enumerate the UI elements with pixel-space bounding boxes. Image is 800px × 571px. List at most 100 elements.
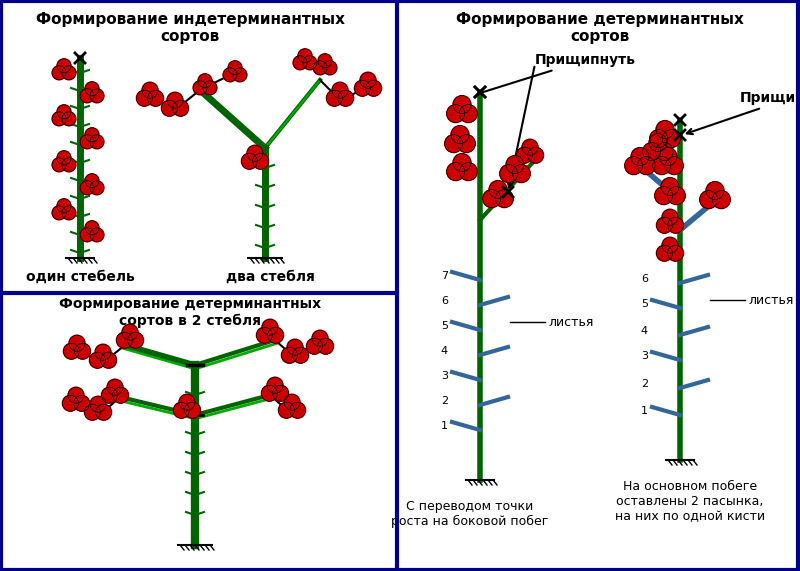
Circle shape [326, 90, 342, 106]
Text: Прищипнуть: Прищипнуть [480, 53, 636, 93]
Text: 7: 7 [441, 271, 448, 281]
Text: 2: 2 [441, 396, 448, 406]
Circle shape [287, 339, 303, 355]
Circle shape [63, 343, 79, 359]
Circle shape [625, 156, 642, 175]
Text: 5: 5 [441, 321, 448, 331]
Circle shape [459, 163, 478, 180]
Circle shape [136, 90, 152, 106]
Text: 2: 2 [641, 379, 648, 389]
Circle shape [290, 402, 306, 418]
Text: С переводом точки
роста на боковой побег: С переводом точки роста на боковой побег [391, 500, 549, 528]
Circle shape [80, 135, 94, 149]
Circle shape [85, 82, 99, 96]
Circle shape [52, 158, 66, 172]
Circle shape [517, 147, 533, 163]
Circle shape [242, 153, 258, 169]
Circle shape [80, 228, 94, 242]
Circle shape [451, 126, 469, 143]
Circle shape [52, 66, 66, 80]
Circle shape [655, 143, 674, 160]
Circle shape [712, 191, 730, 208]
Circle shape [62, 66, 76, 80]
Circle shape [706, 182, 724, 200]
Circle shape [656, 120, 674, 139]
Text: 4: 4 [441, 346, 448, 356]
Circle shape [74, 343, 90, 359]
Circle shape [332, 82, 348, 98]
Circle shape [656, 217, 673, 233]
Text: два стебля: два стебля [226, 270, 314, 284]
Circle shape [267, 327, 284, 343]
Circle shape [80, 89, 94, 103]
Circle shape [233, 68, 247, 82]
Circle shape [173, 100, 189, 116]
Circle shape [306, 338, 322, 354]
Circle shape [90, 396, 106, 412]
Text: Формирование детерминантных
сортов в 2 стебля: Формирование детерминантных сортов в 2 с… [59, 297, 321, 328]
Circle shape [313, 61, 327, 75]
Circle shape [273, 385, 289, 401]
Circle shape [122, 324, 138, 340]
Text: 4: 4 [641, 326, 648, 336]
Circle shape [278, 402, 294, 418]
Circle shape [69, 335, 85, 351]
Circle shape [57, 59, 71, 73]
Text: Формирование индетерминантных
сортов: Формирование индетерминантных сортов [35, 12, 345, 45]
Circle shape [90, 352, 106, 368]
Circle shape [90, 228, 104, 242]
Circle shape [642, 143, 661, 160]
Circle shape [667, 187, 686, 204]
Circle shape [167, 92, 183, 108]
Circle shape [90, 135, 104, 149]
Circle shape [453, 95, 471, 114]
Circle shape [459, 104, 478, 123]
Circle shape [90, 181, 104, 195]
Circle shape [293, 347, 309, 363]
Circle shape [662, 209, 678, 225]
Circle shape [256, 327, 272, 343]
Text: Прищипнуть: Прищипнуть [687, 91, 800, 134]
Text: 6: 6 [441, 296, 448, 306]
Circle shape [667, 245, 683, 261]
Circle shape [62, 112, 76, 126]
Circle shape [318, 54, 332, 68]
Circle shape [489, 180, 507, 199]
Circle shape [312, 330, 328, 346]
Circle shape [453, 154, 471, 172]
Circle shape [284, 394, 300, 410]
Circle shape [85, 128, 99, 142]
Circle shape [661, 178, 679, 196]
Circle shape [62, 395, 78, 411]
Circle shape [667, 217, 683, 233]
Circle shape [318, 338, 334, 354]
Circle shape [57, 105, 71, 119]
Text: один стебель: один стебель [26, 270, 134, 284]
Circle shape [700, 191, 718, 208]
Circle shape [656, 245, 673, 261]
Circle shape [458, 135, 475, 152]
Circle shape [338, 90, 354, 106]
Circle shape [253, 153, 269, 169]
Circle shape [659, 147, 677, 166]
Circle shape [198, 74, 212, 88]
Circle shape [74, 395, 90, 411]
Circle shape [90, 89, 104, 103]
Circle shape [68, 387, 84, 403]
Circle shape [638, 156, 655, 175]
Circle shape [500, 164, 518, 183]
Circle shape [654, 187, 673, 204]
Circle shape [52, 206, 66, 220]
Circle shape [298, 49, 312, 63]
Circle shape [107, 379, 123, 395]
Circle shape [102, 387, 118, 403]
Circle shape [85, 404, 101, 420]
Circle shape [162, 100, 178, 116]
Circle shape [267, 377, 283, 393]
Circle shape [282, 347, 298, 363]
Circle shape [446, 163, 465, 180]
Circle shape [649, 134, 667, 151]
Circle shape [128, 332, 144, 348]
Circle shape [203, 81, 217, 95]
Circle shape [506, 156, 524, 174]
